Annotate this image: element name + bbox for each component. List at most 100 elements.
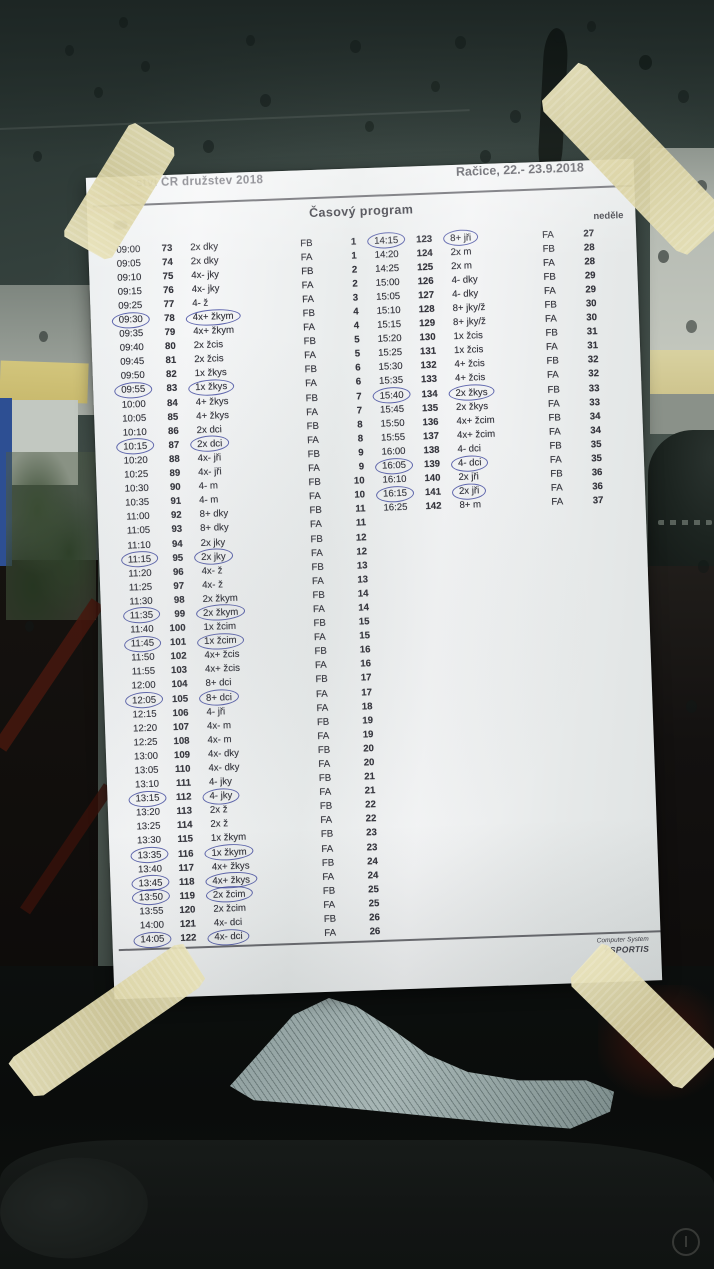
series-label: FB	[323, 913, 337, 926]
race-time: 12:20	[132, 722, 158, 735]
heat-number: 34	[589, 410, 601, 423]
heat-number: 22	[365, 799, 377, 811]
heat-number: 20	[363, 757, 375, 769]
race-time: 11:15	[127, 553, 152, 566]
heat-number: 4	[353, 320, 360, 332]
heat-number: 9	[358, 447, 364, 459]
heat-number: 26	[368, 912, 381, 924]
race-number: 79	[164, 326, 176, 339]
heat-number: 32	[588, 368, 600, 380]
race-time: 12:25	[133, 736, 158, 749]
race-number: 96	[172, 566, 184, 578]
series-label: FA	[300, 251, 313, 263]
race-time: 16:00	[381, 445, 406, 458]
race-time: 14:00	[139, 919, 165, 932]
race-number: 122	[180, 932, 197, 945]
race-number: 97	[173, 580, 185, 592]
heat-number: 9	[358, 461, 365, 473]
series-label: FB	[314, 645, 327, 658]
race-time: 10:30	[124, 482, 149, 495]
series-label: FA	[301, 279, 314, 292]
heat-number: 25	[367, 883, 380, 896]
race-number: 107	[172, 721, 190, 733]
race-time: 14:05	[140, 933, 165, 946]
heat-number: 1	[350, 235, 357, 248]
race-time: 10:05	[122, 412, 147, 425]
heat-number: 21	[364, 785, 376, 797]
heat-number: 10	[354, 489, 366, 501]
race-time: 11:20	[128, 567, 152, 580]
series-label: FA	[318, 758, 331, 771]
series-label: FA	[315, 688, 328, 700]
series-label: FB	[303, 336, 317, 348]
right-reflection-beige-bar	[650, 350, 714, 394]
race-number: 108	[173, 735, 190, 747]
race-time: 15:35	[378, 375, 404, 388]
race-number: 126	[417, 275, 434, 288]
series-label: FA	[551, 496, 564, 509]
race-number: 82	[165, 369, 177, 381]
race-number: 116	[177, 848, 194, 860]
series-label: FA	[541, 229, 555, 241]
race-number: 115	[177, 833, 194, 846]
race-time: 16:15	[382, 488, 408, 500]
series-label: FA	[308, 491, 322, 503]
heat-number: 5	[354, 348, 361, 360]
heat-number: 19	[362, 714, 374, 727]
series-label: FA	[548, 426, 561, 438]
race-time: 15:25	[377, 347, 403, 360]
series-label: FA	[303, 322, 316, 334]
race-time: 10:35	[125, 497, 150, 509]
series-label: FA	[316, 702, 329, 714]
race-time: 09:55	[121, 384, 146, 397]
race-number: 104	[171, 679, 188, 691]
race-number: 83	[166, 383, 178, 395]
series-label: FA	[547, 398, 560, 410]
series-label: FB	[320, 829, 334, 841]
series-label: FA	[311, 575, 324, 587]
race-time: 15:45	[379, 403, 405, 416]
race-time: 16:05	[381, 459, 407, 472]
heat-number: 14	[357, 588, 369, 600]
boat-class: 4x- dci	[214, 930, 243, 943]
heat-number: 14	[358, 602, 370, 614]
heat-number: 33	[588, 382, 600, 394]
series-label: FB	[544, 299, 558, 311]
race-number: 134	[421, 388, 438, 400]
heat-number: 2	[352, 278, 358, 290]
rain-droplets	[0, 0, 7, 9]
series-label: FA	[302, 293, 315, 306]
race-time: 10:15	[123, 440, 148, 453]
series-label: FB	[311, 561, 325, 573]
race-number: 129	[418, 317, 436, 330]
series-label: FA	[317, 730, 330, 742]
race-number: 130	[419, 331, 436, 344]
heat-number: 23	[366, 827, 378, 839]
program-title: Časový program	[308, 202, 414, 221]
race-number: 125	[416, 261, 434, 274]
heat-number: 12	[356, 545, 368, 558]
heat-number: 15	[359, 630, 371, 642]
race-time: 11:00	[126, 511, 150, 523]
race-number: 89	[169, 467, 181, 480]
heat-number: 2	[351, 264, 358, 276]
heat-number: 30	[585, 298, 597, 310]
heat-number: 6	[355, 376, 362, 388]
heat-number: 26	[369, 926, 381, 938]
right-reflection-chrome-detail	[658, 520, 712, 525]
race-number: 88	[168, 453, 180, 466]
race-time: 09:40	[119, 342, 144, 354]
series-label: FB	[550, 468, 563, 480]
heat-number: 16	[359, 644, 371, 656]
race-time: 16:25	[383, 502, 408, 514]
race-time: 14:20	[374, 248, 399, 261]
race-number: 106	[172, 707, 189, 719]
schedule-paper: ství ČR družstev 2018 Račice, 22.- 23.9.…	[85, 158, 663, 1000]
race-number: 86	[167, 425, 179, 437]
race-number: 95	[172, 552, 184, 564]
series-label: FB	[319, 800, 333, 813]
race-number: 128	[418, 303, 435, 316]
heat-number: 10	[353, 475, 365, 487]
race-time: 13:25	[136, 820, 161, 833]
heat-number: 6	[355, 362, 361, 374]
